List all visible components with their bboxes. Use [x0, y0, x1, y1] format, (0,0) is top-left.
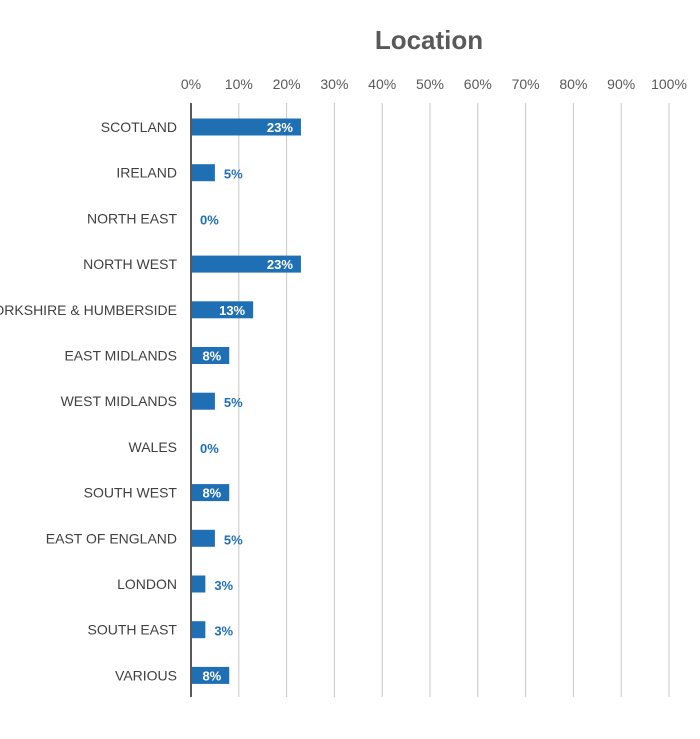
category-label: SCOTLAND	[101, 119, 177, 135]
x-tick-label: 70%	[512, 76, 540, 92]
category-labels: SCOTLAND IRELAND NORTH EAST NORTH WEST YORKS…	[0, 119, 177, 683]
x-tick-label: 30%	[320, 76, 348, 92]
x-tick-label: 40%	[368, 76, 396, 92]
category-label: YORKSHIRE & HUMBERSIDE	[0, 302, 177, 318]
category-label: LONDON	[117, 576, 177, 592]
gridlines	[238, 103, 670, 697]
x-tick-label: 20%	[273, 76, 301, 92]
bar	[191, 484, 230, 502]
data-label: 8%	[202, 668, 221, 683]
x-tick-label: 100%	[651, 76, 687, 92]
data-labels: 23% 5% 0% 23% 13% 8% 5% 0% 8% 5% 3% 3% 8%	[200, 120, 293, 683]
category-label: WALES	[129, 439, 178, 455]
x-tick-label: 0%	[181, 76, 201, 92]
data-label: 8%	[202, 486, 221, 501]
category-label: VARIOUS	[115, 667, 177, 683]
data-label: 5%	[224, 532, 243, 547]
bars	[191, 118, 301, 684]
x-tick-label: 80%	[559, 76, 587, 92]
data-label: 23%	[267, 120, 293, 135]
data-label: 5%	[224, 395, 243, 410]
x-tick-label: 50%	[416, 76, 444, 92]
bar	[191, 301, 254, 319]
x-tick-label: 90%	[607, 76, 635, 92]
category-label: NORTH WEST	[83, 256, 177, 272]
bar	[191, 575, 206, 593]
data-label: 0%	[200, 212, 219, 227]
data-label: 0%	[200, 441, 219, 456]
bar	[191, 621, 206, 639]
data-label: 5%	[224, 167, 243, 182]
x-tick-label: 60%	[464, 76, 492, 92]
category-label: IRELAND	[116, 165, 177, 181]
category-label: SOUTH WEST	[84, 485, 178, 501]
bar	[191, 164, 215, 182]
category-label: EAST OF ENGLAND	[46, 530, 177, 546]
category-label: SOUTH EAST	[88, 622, 178, 638]
category-label: WEST MIDLANDS	[61, 393, 177, 409]
bar	[191, 392, 215, 410]
chart-title: Location	[375, 25, 483, 55]
category-label: NORTH EAST	[87, 210, 177, 226]
x-tick-label: 10%	[225, 76, 253, 92]
data-label: 3%	[214, 578, 233, 593]
x-axis-ticks: 0% 10% 20% 30% 40% 50% 60% 70% 80% 90% 100%	[181, 76, 687, 92]
bar	[191, 666, 230, 684]
data-label: 23%	[267, 257, 293, 272]
bar	[191, 118, 301, 136]
bar	[191, 529, 215, 547]
bar	[191, 347, 230, 364]
data-label: 13%	[219, 303, 245, 318]
category-label: EAST MIDLANDS	[64, 348, 177, 364]
data-label: 8%	[202, 349, 221, 364]
data-label: 3%	[214, 624, 233, 639]
bar	[191, 255, 301, 273]
